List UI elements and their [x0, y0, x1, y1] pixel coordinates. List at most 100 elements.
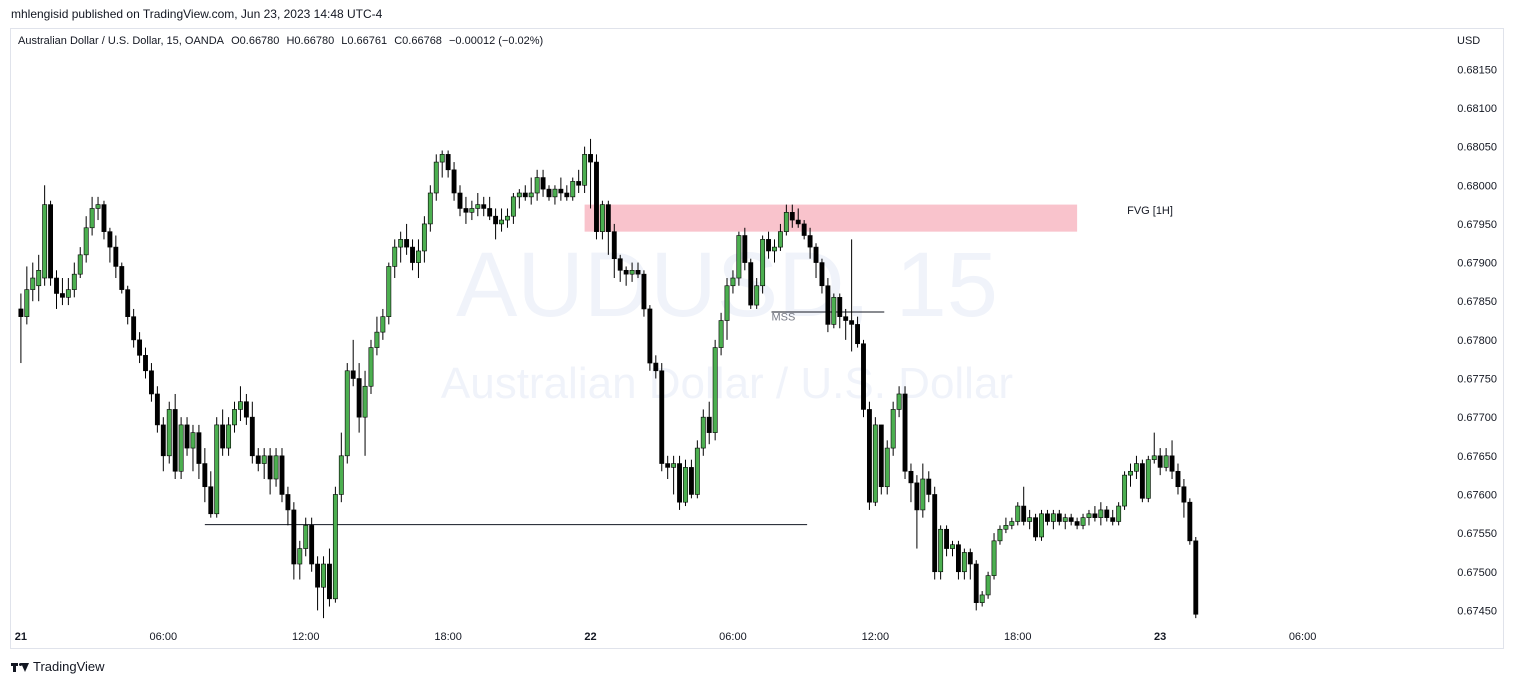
candle	[997, 525, 1003, 545]
candle-body-up	[1116, 505, 1122, 522]
candle	[297, 540, 303, 580]
legend-close: C0.66768	[394, 35, 442, 47]
candle	[973, 560, 979, 611]
currency-label[interactable]: USD	[1457, 35, 1481, 47]
candle	[1074, 517, 1080, 530]
candle	[1116, 502, 1122, 526]
candle	[754, 278, 760, 309]
candle-body-up	[475, 204, 481, 209]
candle-body-up	[1015, 505, 1021, 522]
candle-body-up	[1122, 474, 1128, 507]
candle-body-down	[451, 169, 457, 194]
candle	[1015, 502, 1021, 526]
candle	[368, 339, 374, 394]
candle	[564, 185, 570, 201]
candle	[249, 401, 255, 464]
tradingview-logo-icon	[11, 661, 29, 673]
candle	[694, 440, 700, 499]
symbol-legend: Australian Dollar / U.S. Dollar, 15, OAN…	[18, 35, 547, 47]
candle-body-up	[273, 455, 279, 480]
candle-body-up	[760, 239, 766, 287]
candle-body-down	[404, 239, 410, 248]
candle-body-down	[315, 563, 321, 588]
candle	[439, 150, 445, 178]
candle-body-up	[421, 223, 427, 252]
time-axis[interactable]: 21 06:00 12:00 18:00 22 06:00 12:00 18:00 23 06:0…	[15, 631, 1317, 643]
candle-body-up	[178, 424, 184, 472]
candle	[125, 285, 131, 325]
candle-body-down	[605, 204, 611, 232]
candle	[83, 216, 89, 263]
candle-body-up	[730, 277, 736, 287]
candle	[510, 193, 516, 224]
candle-body-up	[1050, 513, 1056, 522]
candle	[107, 227, 113, 263]
candle	[1003, 517, 1009, 534]
candle-body-up	[1086, 513, 1092, 518]
candle	[884, 440, 890, 495]
candle-body-down	[481, 204, 487, 209]
candle-body-up	[712, 347, 718, 433]
candle-body-up	[261, 455, 267, 464]
candle-body-down	[279, 455, 285, 495]
time-tick-label: 21	[15, 631, 27, 643]
candle-body-down	[902, 393, 908, 472]
candle-body-up	[872, 424, 878, 503]
price-axis[interactable]: 0.68150 0.68100 0.68050 0.68000 0.67950 0.679…	[1457, 64, 1497, 617]
candle	[137, 332, 143, 364]
candle-body-down	[558, 188, 564, 194]
candle	[825, 278, 831, 333]
candle	[332, 486, 338, 603]
candle	[1163, 448, 1169, 472]
candle	[516, 189, 522, 209]
candle-body-down	[594, 161, 599, 232]
candle-body-down	[611, 231, 617, 260]
chart-frame[interactable]	[10, 28, 1504, 649]
candle	[101, 200, 107, 240]
candle-body-up	[83, 227, 89, 256]
candle	[309, 517, 315, 572]
price-tick-label: 0.68100	[1457, 103, 1497, 115]
fvg-zone	[584, 204, 1078, 232]
candle-body-up	[499, 219, 504, 225]
candle-body-up	[392, 246, 398, 267]
candle-body-down	[48, 204, 54, 279]
candle	[1193, 536, 1199, 619]
candle-body-up	[724, 285, 730, 321]
candle	[665, 455, 671, 479]
candle	[172, 393, 178, 479]
legend-symbol[interactable]: Australian Dollar / U.S. Dollar, 15, OAN…	[18, 35, 225, 47]
candle	[321, 556, 326, 619]
candle	[819, 258, 825, 294]
candle	[60, 278, 65, 306]
price-tick-label: 0.68150	[1457, 64, 1497, 76]
candle	[730, 270, 736, 294]
price-tick-label: 0.67500	[1457, 567, 1497, 579]
candle-body-up	[238, 401, 243, 410]
candle-body-up	[783, 212, 789, 232]
candle	[427, 185, 433, 232]
tradingview-footer[interactable]: TradingView	[11, 659, 105, 674]
candle-body-down	[908, 470, 914, 484]
candle	[1110, 509, 1116, 526]
candle-body-down	[1045, 513, 1050, 522]
candle	[303, 517, 309, 557]
candle-body-down	[457, 192, 463, 209]
candle-body-down	[819, 262, 825, 287]
candle-body-down	[807, 235, 813, 248]
candle-body-down	[1187, 501, 1193, 542]
candle-body-down	[926, 478, 932, 495]
candle-body-up	[694, 447, 700, 495]
candle	[641, 270, 647, 317]
candle-body-down	[18, 308, 24, 317]
candle	[760, 235, 766, 294]
candle-body-down	[955, 544, 961, 573]
candle	[374, 316, 380, 356]
candle-body-up	[582, 154, 588, 186]
candle	[700, 409, 706, 456]
price-tick-label: 0.67600	[1457, 489, 1497, 501]
candle-body-down	[546, 188, 552, 198]
candle	[766, 231, 771, 259]
candle	[522, 185, 528, 201]
